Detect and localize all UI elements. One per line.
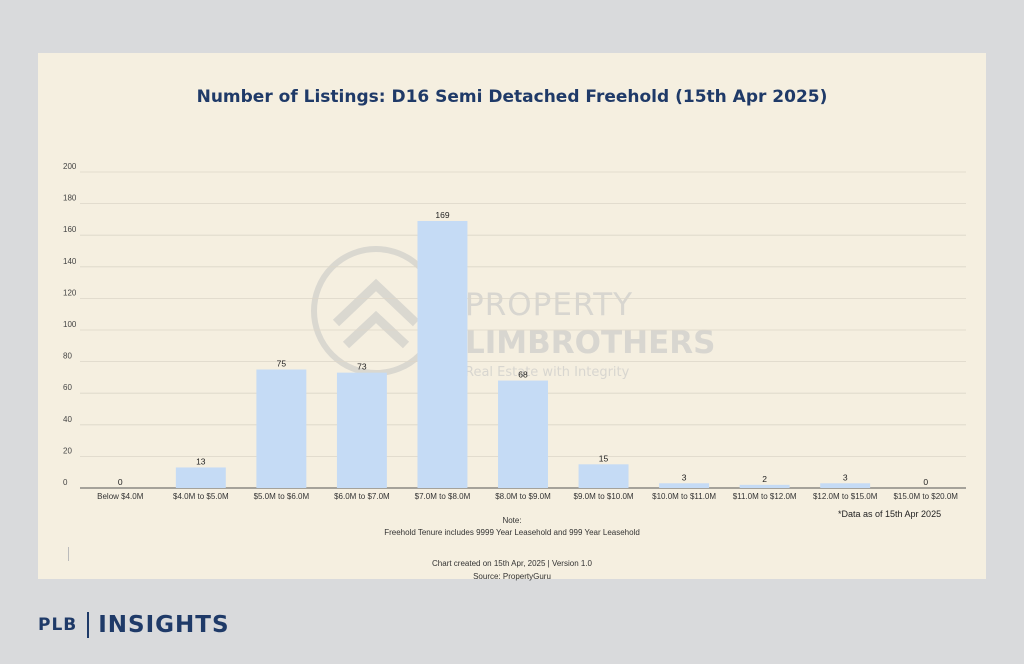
bars [175,220,871,489]
bar [739,484,790,488]
y-tick-label: 20 [63,446,72,455]
x-tick-label: $4.0M to $5.0M [173,492,229,501]
y-tick-label: 200 [63,162,77,171]
divider [68,547,69,561]
watermark-tagline: Real Estate with Integrity [465,365,630,380]
data-label: 15 [599,453,609,463]
x-tick-label: $5.0M to $6.0M [254,492,310,501]
data-as-of-note: *Data as of 15th Apr 2025 [838,509,942,519]
bar [578,464,629,488]
x-tick-label: $12.0M to $15.0M [813,492,878,501]
y-axis: 0 20 40 60 80 100 120 140 160 180 200 [63,162,77,487]
bar [175,467,226,488]
bar [820,483,871,488]
data-labels: 0 13 75 73 169 68 15 3 2 3 0 [118,210,928,487]
bar [498,380,548,488]
data-label: 68 [518,370,528,380]
data-label: 13 [196,456,206,466]
x-tick-label: $8.0M to $9.0M [495,492,551,501]
y-tick-label: 80 [63,352,72,361]
x-tick-label: Below $4.0M [97,492,144,501]
data-label: 169 [435,210,449,220]
brand-plb: PLB [38,615,78,635]
x-tick-label: $9.0M to $10.0M [574,492,634,501]
brand-insights: INSIGHTS [98,612,230,638]
source-note: Source: PropertyGuru [473,572,551,581]
data-label: 3 [843,472,848,482]
data-label: 75 [277,359,287,369]
brand-logo: PLB INSIGHTS [38,612,230,638]
x-tick-label: $10.0M to $11.0M [652,492,716,501]
x-axis: Below $4.0M $4.0M to $5.0M $5.0M to $6.0M $… [97,492,958,501]
watermark-line1: PROPERTY [465,287,633,323]
grid-lines [80,171,966,489]
bar [659,483,710,488]
bar [417,220,468,489]
brand-divider [87,612,90,638]
watermark: PROPERTY LIMBROTHERS Real Estate with In… [311,246,715,380]
y-tick-label: 40 [63,415,72,424]
x-tick-label: $7.0M to $8.0M [415,492,471,501]
data-label: 73 [357,362,367,372]
y-tick-label: 120 [63,288,77,297]
y-tick-label: 60 [63,383,72,392]
y-tick-label: 160 [63,225,77,234]
bar [336,372,387,488]
y-tick-label: 180 [63,194,77,203]
data-label: 0 [923,477,928,487]
x-tick-label: $15.0M to $20.0M [893,492,958,501]
watermark-line2: LIMBROTHERS [465,325,715,361]
data-label: 2 [762,474,767,484]
bar [256,369,307,488]
y-tick-label: 100 [63,320,77,329]
data-label: 0 [118,477,123,487]
x-tick-label: $11.0M to $12.0M [733,492,797,501]
x-tick-label: $6.0M to $7.0M [334,492,390,501]
data-label: 3 [682,472,687,482]
y-tick-label: 0 [63,478,68,487]
note-heading: Note: [502,516,522,525]
chart-title: Number of Listings: D16 Semi Detached Fr… [196,87,828,107]
bar-chart: PROPERTY LIMBROTHERS Real Estate with In… [63,162,966,501]
chart-created-note: Chart created on 15th Apr, 2025 | Versio… [432,559,592,568]
chart-panel: Number of Listings: D16 Semi Detached Fr… [38,53,986,581]
note-text: Freehold Tenure includes 9999 Year Lease… [384,528,640,537]
y-tick-label: 140 [63,257,77,266]
